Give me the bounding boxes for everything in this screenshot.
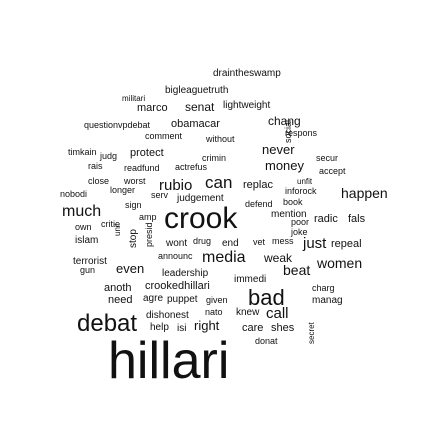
cloud-word-stop: stop [128, 229, 139, 248]
cloud-word-islam: islam [75, 235, 98, 246]
cloud-word-hillari: hillari [108, 332, 229, 390]
cloud-word-immedi: immedi [234, 274, 266, 285]
cloud-word-accept: accept [319, 166, 346, 176]
cloud-word-right: right [194, 318, 220, 333]
cloud-word-wont: wont [165, 238, 187, 249]
cloud-word-judgement: judgement [176, 193, 224, 204]
cloud-word-women: women [316, 255, 362, 271]
cloud-word-replac: replac [243, 179, 273, 191]
cloud-word-knew: knew [236, 307, 260, 318]
cloud-word-defend: defend [245, 199, 273, 209]
cloud-word-drug: drug [193, 236, 211, 246]
cloud-word-debat: debat [77, 310, 137, 337]
cloud-word-fals: fals [348, 213, 366, 225]
cloud-word-lightweight: lightweight [223, 100, 270, 111]
cloud-word-announc: announc [158, 251, 193, 261]
cloud-word-manag: manag [312, 295, 343, 306]
cloud-word-longer: longer [110, 185, 135, 195]
cloud-word-rais: rais [88, 161, 103, 171]
cloud-word-terrorist: terrorist [73, 256, 107, 267]
cloud-word-crimin: crimin [202, 153, 226, 163]
cloud-word-presid: presid [144, 222, 154, 247]
cloud-word-radic: radic [314, 213, 338, 225]
cloud-word-media: media [202, 249, 246, 266]
cloud-word-money: money [265, 158, 305, 173]
cloud-word-shes: shes [271, 322, 295, 334]
cloud-word-book: book [283, 197, 303, 207]
cloud-word-mess: mess [272, 236, 294, 246]
cloud-word-readfund: readfund [124, 163, 160, 173]
cloud-word-crook: crook [164, 202, 238, 235]
cloud-word-comment: comment [145, 131, 183, 141]
cloud-word-questionvpdebat: questionvpdebat [84, 120, 151, 130]
cloud-word-beat: beat [283, 262, 310, 278]
cloud-word-draintheswamp: draintheswamp [213, 68, 281, 79]
cloud-word-donat: donat [255, 336, 278, 346]
cloud-word-call: call [266, 305, 289, 322]
cloud-word-unfit: unfit [297, 177, 313, 186]
cloud-word-respons: respons [285, 128, 318, 138]
cloud-word-even: even [116, 261, 144, 276]
cloud-word-critic: critic [101, 219, 120, 229]
cloud-word-timkain: timkain [68, 147, 97, 157]
cloud-word-secret: secret [307, 321, 316, 344]
cloud-word-bigleaguetruth: bigleaguetruth [165, 85, 228, 96]
cloud-word-happen: happen [341, 185, 388, 201]
cloud-word-care: care [242, 322, 263, 334]
cloud-word-gun: gun [80, 265, 95, 275]
cloud-word-just: just [302, 235, 327, 252]
cloud-word-judg: judg [99, 151, 117, 161]
cloud-word-mention: mention [271, 209, 307, 220]
cloud-word-unit: unit [113, 222, 122, 236]
cloud-word-sign: sign [125, 200, 142, 210]
cloud-word-much: much [62, 203, 101, 220]
cloud-word-protect: protect [130, 147, 164, 159]
cloud-word-end: end [222, 238, 239, 249]
cloud-word-actrefus: actrefus [175, 162, 208, 172]
cloud-word-worst: worst [123, 176, 146, 186]
cloud-word-dishonest: dishonest [146, 310, 189, 321]
cloud-word-poor: poor [291, 217, 309, 227]
cloud-word-never: never [262, 142, 295, 157]
cloud-word-bad: bad [248, 285, 285, 310]
cloud-word-anoth: anoth [104, 282, 132, 294]
cloud-word-chang: chang [268, 114, 301, 128]
cloud-word-obamacar: obamacar [171, 118, 220, 130]
cloud-word-close: close [88, 176, 109, 186]
cloud-word-given: given [206, 295, 228, 305]
cloud-word-puppet: puppet [167, 294, 198, 305]
cloud-word-nato: nato [205, 307, 223, 317]
cloud-word-charg: charg [312, 283, 335, 293]
cloud-word-inforock: inforock [285, 186, 317, 196]
cloud-word-marco: marco [137, 102, 168, 114]
cloud-word-need: need [108, 294, 132, 306]
cloud-word-leadership: leadership [162, 268, 209, 279]
cloud-word-amp: amp [139, 212, 157, 222]
cloud-word-isi: isi [177, 323, 186, 334]
cloud-word-joke: joke [290, 227, 308, 237]
cloud-word-crookedhillari: crookedhillari [145, 280, 210, 292]
cloud-words: draintheswamp bigleaguetruth militarimarco… [60, 68, 388, 390]
cloud-word-help: help [150, 322, 169, 333]
cloud-word-can: can [205, 173, 232, 192]
cloud-word-social: social [283, 120, 293, 143]
cloud-word-own: own [75, 222, 92, 232]
cloud-word-weak: weak [263, 251, 293, 265]
cloud-word-serv: serv [151, 190, 169, 200]
cloud-word-nobodi: nobodi [60, 189, 87, 199]
cloud-word-vet: vet [253, 237, 266, 247]
cloud-word-without: without [205, 134, 235, 144]
cloud-word-militari: militari [122, 94, 145, 103]
cloud-word-senat: senat [185, 100, 215, 114]
cloud-word-agre: agre [143, 293, 163, 304]
cloud-word-secur: secur [316, 153, 338, 163]
cloud-word-rubio: rubio [159, 177, 192, 194]
cloud-word-repeal: repeal [331, 238, 362, 250]
